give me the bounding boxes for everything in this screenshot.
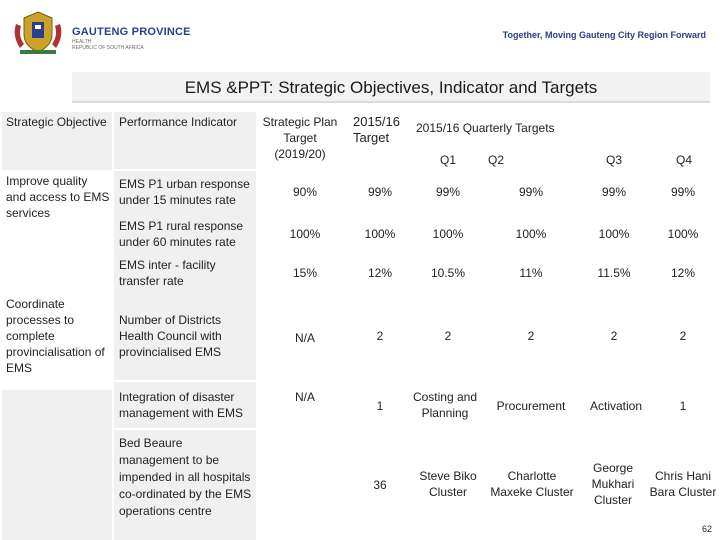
- indicator-cell: Bed Beaure management to be impended in …: [119, 436, 252, 518]
- page-number: 62: [701, 524, 712, 534]
- header-objective: Strategic Objective: [6, 115, 107, 129]
- header-annual-target: 2015/16 Target: [353, 114, 400, 145]
- q2-cell: Charlotte Maxeke Cluster: [490, 469, 574, 499]
- q1-cell: Steve Biko Cluster: [419, 469, 477, 499]
- q4-cell: 100%: [667, 227, 699, 241]
- q3-cell: 100%: [598, 227, 630, 241]
- q3-cell: Activation: [589, 399, 643, 413]
- annual-target-cell: 100%: [364, 227, 396, 241]
- row-separator: [114, 428, 256, 430]
- indicator-cell: Integration of disaster management with …: [119, 390, 244, 420]
- row-separator: [114, 169, 256, 171]
- annual-target-cell: 99%: [367, 185, 393, 199]
- objective-provincialisation: Coordinate processes to complete provinc…: [6, 297, 105, 375]
- q4-cell: 2: [679, 329, 687, 343]
- province-name: GAUTENG PROVINCE: [72, 26, 191, 38]
- q4-cell: 99%: [670, 185, 696, 199]
- q2-cell: 99%: [518, 185, 544, 199]
- plan-target-cell: 100%: [289, 227, 321, 241]
- q2-cell: Procurement: [496, 399, 566, 413]
- title-banner: EMS &PPT: Strategic Objectives, Indicato…: [72, 72, 710, 103]
- q1-cell: 99%: [435, 185, 461, 199]
- q4-cell: Chris Hani Bara Cluster: [649, 469, 717, 499]
- slogan: Together, Moving Gauteng City Region For…: [502, 30, 706, 40]
- header-plan-target: Strategic Plan Target (2019/20): [262, 115, 338, 161]
- indicator-cell: EMS P1 urban response under 15 minutes r…: [119, 177, 250, 207]
- header-q1: Q1: [439, 153, 456, 167]
- q2-cell: 2: [527, 329, 535, 343]
- q1-cell: 10.5%: [430, 266, 466, 280]
- q1-cell: Costing and Planning: [412, 390, 478, 420]
- q3-cell: 2: [610, 329, 618, 343]
- plan-target-cell: N/A: [294, 390, 315, 404]
- q3-cell: 11.5%: [597, 266, 631, 280]
- q4-cell: 12%: [670, 266, 696, 280]
- coat-of-arms-icon: [14, 11, 62, 54]
- annual-target-cell: 1: [376, 399, 384, 413]
- slide-title: EMS &PPT: Strategic Objectives, Indicato…: [184, 78, 598, 97]
- header-q4: Q4: [675, 153, 692, 167]
- q2-cell: 100%: [515, 227, 547, 241]
- q3-cell: 99%: [601, 185, 627, 199]
- objective-header-bg: [2, 112, 112, 170]
- objective-empty-bg: [2, 390, 112, 540]
- indicator-cell: Number of Districts Health Council with …: [119, 313, 222, 359]
- republic-name: REPUBLIC OF SOUTH AFRICA: [72, 45, 144, 51]
- province-logo-text: GAUTENG PROVINCE HEALTH REPUBLIC OF SOUT…: [72, 26, 191, 51]
- q1-cell: 2: [444, 329, 452, 343]
- plan-target-cell: N/A: [294, 331, 315, 345]
- header-quarterly: 2015/16 Quarterly Targets: [416, 121, 555, 135]
- annual-target-cell: 2: [376, 329, 384, 343]
- indicator-cell: EMS inter - facility transfer rate: [119, 258, 216, 288]
- department-name: HEALTH: [72, 39, 92, 45]
- annual-target-cell: 36: [373, 478, 387, 492]
- header-q2: Q2: [488, 153, 505, 167]
- indicator-cell: EMS P1 rural response under 60 minutes r…: [119, 219, 244, 249]
- header-q3: Q3: [605, 153, 622, 167]
- q4-cell: 1: [679, 399, 687, 413]
- annual-target-cell: 12%: [367, 266, 393, 280]
- plan-target-cell: 90%: [292, 185, 318, 199]
- row-separator: [114, 380, 256, 382]
- page-header: GAUTENG PROVINCE HEALTH REPUBLIC OF SOUT…: [0, 0, 720, 62]
- q1-cell: 100%: [432, 227, 464, 241]
- q3-cell: George Mukhari Cluster: [591, 461, 635, 507]
- plan-target-cell: 15%: [292, 266, 318, 280]
- indicator-column-bg: [114, 112, 256, 540]
- header-indicator: Performance Indicator: [119, 115, 238, 129]
- q2-cell: 11%: [519, 266, 543, 280]
- objective-quality-access: Improve quality and access to EMS servic…: [6, 174, 110, 220]
